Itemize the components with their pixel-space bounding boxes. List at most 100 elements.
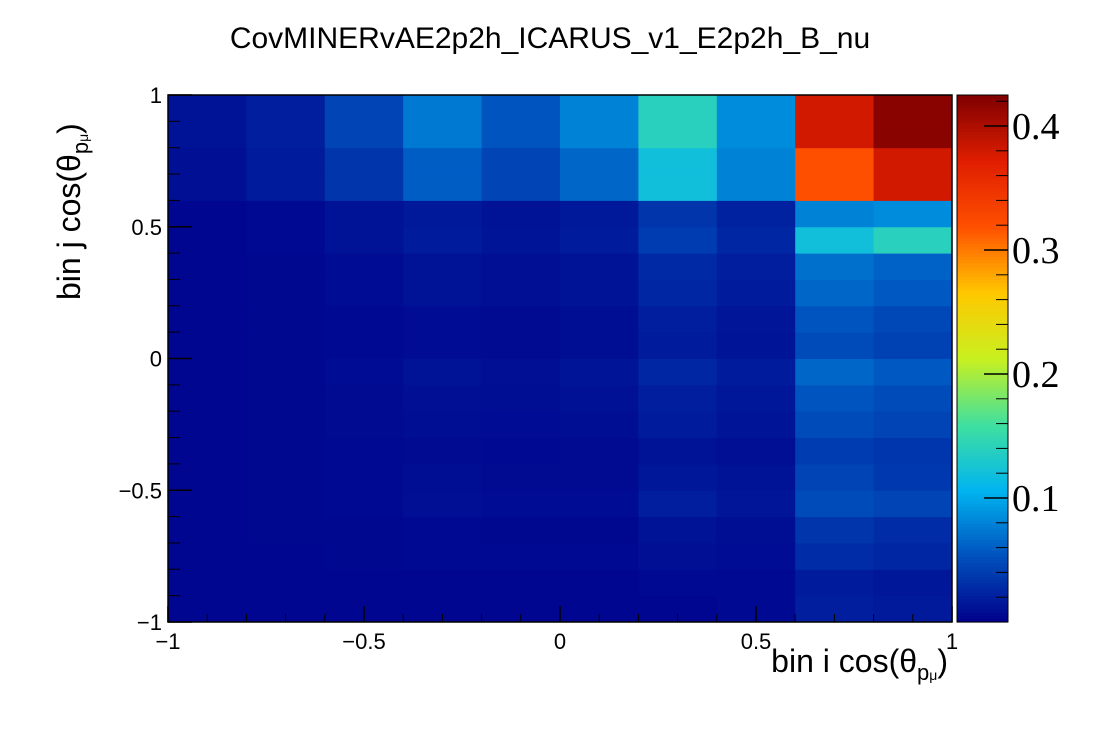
color-scale-band [957, 134, 1008, 139]
heatmap-cell [168, 174, 247, 201]
color-scale-band [957, 483, 1008, 488]
color-scale-band [957, 559, 1008, 564]
color-scale-band [957, 440, 1008, 445]
heatmap-cell [795, 542, 875, 570]
heatmap-cell [638, 569, 718, 597]
color-scale-band [957, 457, 1008, 462]
color-scale-band [957, 368, 1008, 373]
heatmap-cell [481, 542, 561, 570]
heatmap-cell [560, 516, 639, 544]
color-scale-band [957, 315, 1008, 320]
color-scale-band [957, 430, 1008, 435]
color-scale-band [957, 467, 1008, 472]
color-scale-band [957, 180, 1008, 185]
color-scale-band [957, 602, 1008, 607]
color-scale-band [957, 526, 1008, 531]
color-scale-band [957, 358, 1008, 363]
color-scale-band [957, 572, 1008, 577]
heatmap-cell [795, 200, 875, 228]
color-scale-band [957, 414, 1008, 419]
color-scale-band [957, 437, 1008, 442]
heatmap-cell [638, 463, 718, 491]
color-scale-band [957, 266, 1008, 271]
heatmap-cell [246, 95, 326, 122]
color-scale-band [957, 536, 1008, 541]
heatmap-cell [246, 411, 326, 439]
color-scale-band [957, 421, 1008, 425]
heatmap-cell [873, 569, 953, 597]
heatmap-cell [795, 253, 875, 280]
heatmap-cell [795, 569, 875, 597]
heatmap-cell [168, 411, 247, 439]
color-scale-band [957, 579, 1008, 584]
heatmap-cell [246, 569, 326, 597]
heatmap-cell [246, 542, 326, 570]
heatmap-cell [403, 174, 483, 201]
color-scale-band [957, 490, 1008, 495]
color-scale-band [957, 407, 1008, 412]
heatmap-cell [246, 305, 326, 333]
color-scale-band [957, 447, 1008, 452]
color-scale-band [957, 111, 1008, 116]
heatmap-cell [638, 490, 718, 518]
color-scale-band [957, 615, 1008, 620]
color-scale-band [957, 608, 1008, 613]
heatmap-cells [168, 95, 953, 623]
heatmap-cell [873, 358, 953, 386]
color-scale-band [957, 539, 1008, 544]
heatmap-cell [168, 490, 247, 518]
color-scale-band [957, 463, 1008, 468]
color-scale-band [957, 598, 1008, 603]
heatmap-cell [246, 226, 326, 254]
color-scale-band [957, 569, 1008, 574]
color-scale-band [957, 480, 1008, 485]
heatmap-cell [481, 358, 561, 386]
heatmap-cell [716, 569, 796, 597]
color-scale-band [957, 203, 1008, 208]
color-scale-band [957, 513, 1008, 518]
color-scale-band [957, 118, 1008, 122]
heatmap-cell [403, 121, 483, 149]
heatmap-cell [324, 200, 404, 228]
color-scale-band [957, 256, 1008, 261]
color-scale-band [957, 434, 1008, 439]
color-scale-band [957, 562, 1008, 567]
heatmap-cell [560, 253, 639, 280]
heatmap-cell [481, 200, 561, 228]
heatmap-cell [246, 516, 326, 544]
heatmap-cell [716, 384, 796, 412]
heatmap-cell [403, 332, 483, 359]
color-scale-frame [956, 94, 1009, 623]
heatmap-cell [716, 490, 796, 518]
color-scale-band [957, 104, 1008, 109]
color-scale-band [957, 269, 1008, 274]
heatmap-cell [716, 279, 796, 307]
heatmap-cell [638, 147, 718, 175]
heatmap-cell [873, 437, 953, 465]
color-scale-band [957, 295, 1008, 300]
color-scale-band [957, 167, 1008, 172]
color-scale-band [957, 299, 1008, 304]
heatmap-cell [403, 95, 483, 122]
heatmap-cell [560, 95, 639, 122]
heatmap-cell [481, 332, 561, 359]
heatmap-cell [638, 200, 718, 228]
color-scale-band [957, 595, 1008, 600]
color-scale-band [957, 493, 1008, 498]
color-scale-band [957, 200, 1008, 205]
color-scale-band [957, 348, 1008, 353]
heatmap-cell [481, 226, 561, 254]
color-scale-band [957, 510, 1008, 514]
color-scale-band [957, 542, 1008, 547]
color-scale-band [957, 95, 1008, 99]
color-scale-band [957, 243, 1008, 248]
y-tick-label: 1 [150, 83, 162, 108]
color-scale-band [957, 427, 1008, 432]
heatmap-cell [246, 463, 326, 491]
color-scale-band [957, 612, 1008, 617]
heatmap-cell [795, 279, 875, 307]
heatmap-cell [246, 147, 326, 175]
heatmap-cell [168, 95, 247, 122]
heatmap-cell [168, 437, 247, 465]
heatmap-cell [481, 437, 561, 465]
